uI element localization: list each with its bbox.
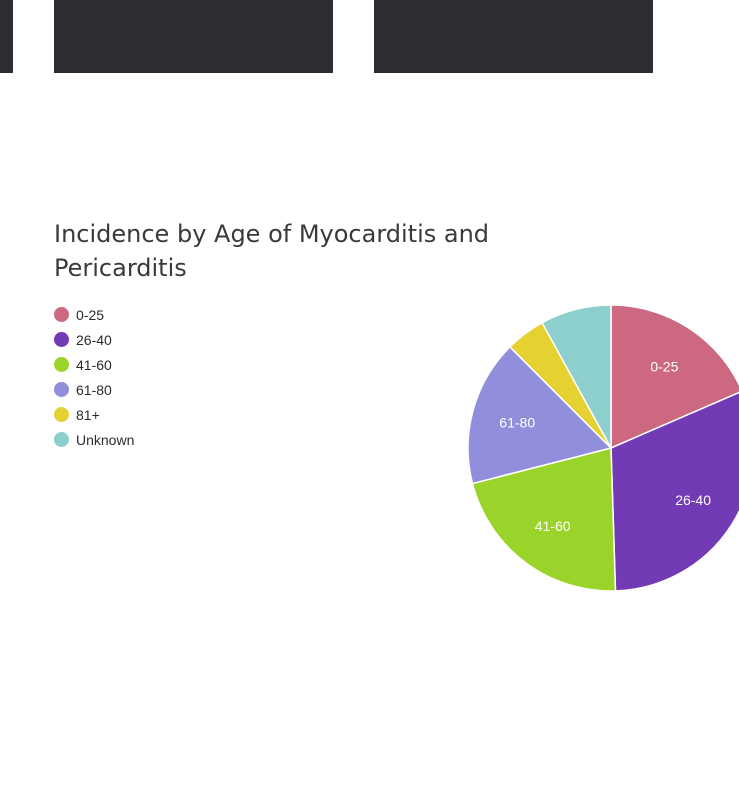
- pie-slice-label: 26-40: [675, 492, 711, 508]
- pie-slices: [468, 305, 739, 591]
- pie-slice-label: 0-25: [650, 359, 678, 375]
- pie-slice-label: 41-60: [535, 518, 571, 534]
- pie-slice-label: 61-80: [499, 414, 535, 430]
